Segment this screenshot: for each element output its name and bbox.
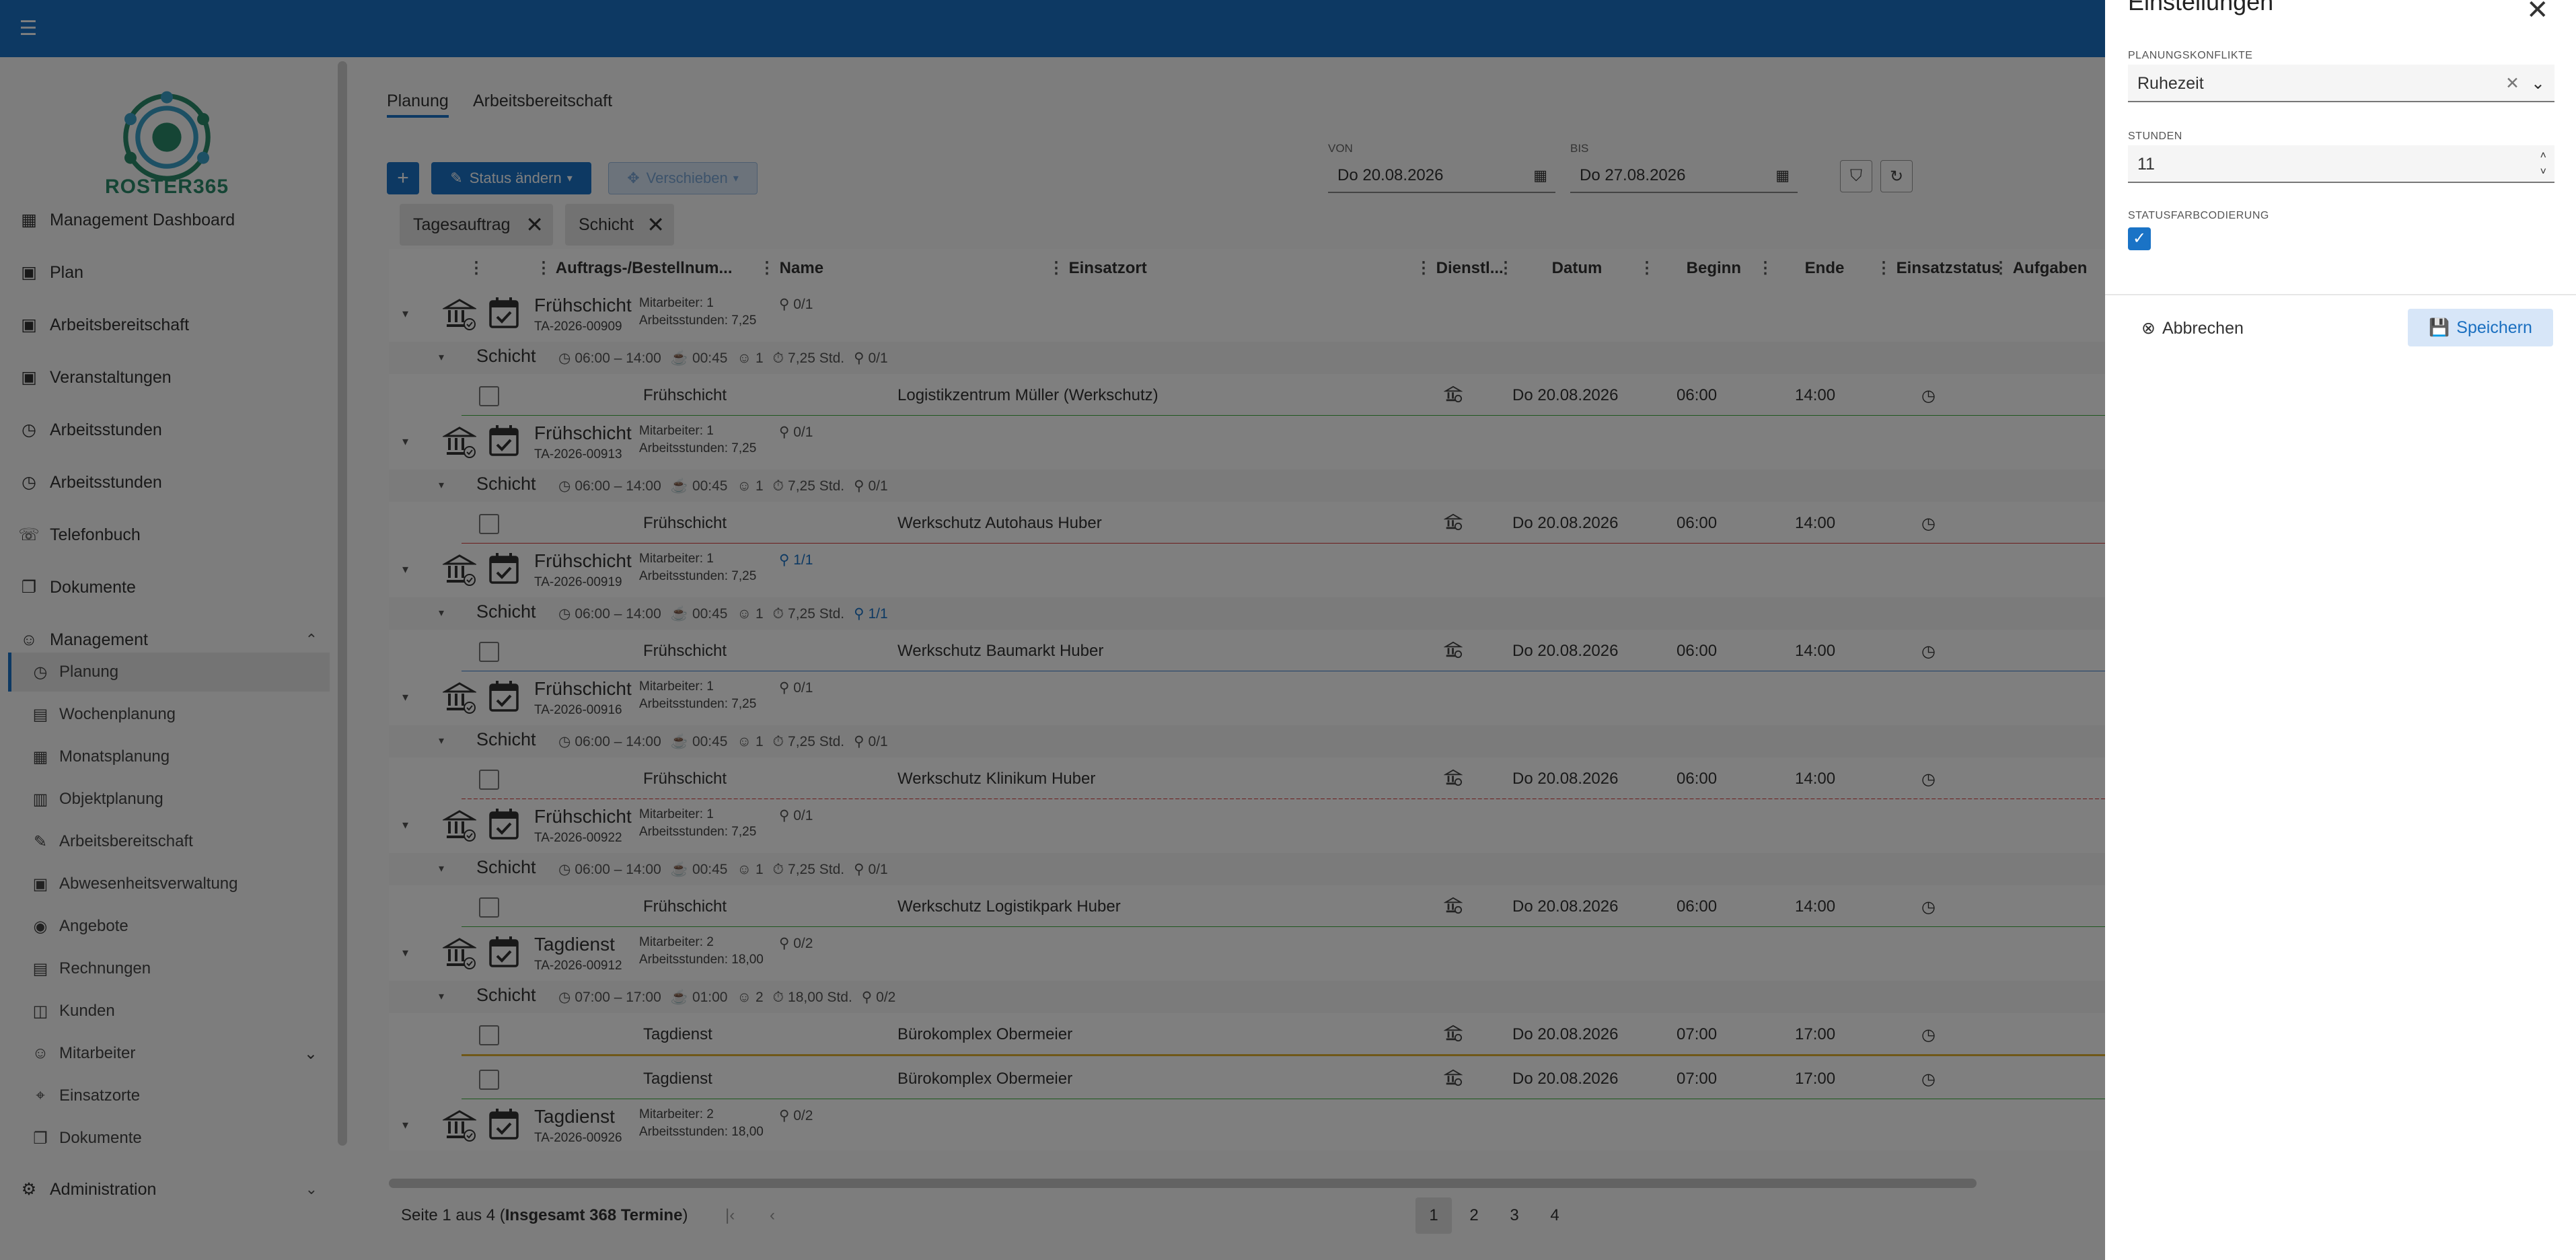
settings-panel: Einstellungen ✕ PLANUNGSKONFLIKTE Ruheze… <box>2105 0 2576 1260</box>
conflict-select[interactable]: Ruhezeit ✕ ⌄ <box>2128 65 2554 102</box>
color-coding-label: STATUSFARBCODIERUNG <box>2128 210 2269 221</box>
decrement-icon[interactable]: ˅ <box>2540 166 2546 178</box>
increment-icon[interactable]: ˄ <box>2540 150 2546 161</box>
modal-backdrop[interactable] <box>0 0 2105 1260</box>
cancel-icon: ⊗ <box>2141 319 2156 338</box>
save-icon: 💾 <box>2429 318 2450 337</box>
hours-label: STUNDEN <box>2128 131 2182 142</box>
conflict-value: Ruhezeit <box>2137 74 2204 93</box>
close-icon[interactable]: ✕ <box>2526 0 2549 25</box>
hours-value: 11 <box>2137 155 2155 174</box>
save-button[interactable]: 💾 Speichern <box>2408 309 2553 346</box>
cancel-button[interactable]: ⊗ Abbrechen <box>2141 311 2244 346</box>
chevron-down-icon[interactable]: ⌄ <box>2531 74 2545 93</box>
divider <box>2105 294 2576 295</box>
save-label: Speichern <box>2456 318 2532 337</box>
conflict-label: PLANUNGSKONFLIKTE <box>2128 50 2253 61</box>
cancel-label: Abbrechen <box>2162 318 2244 338</box>
panel-title: Einstellungen <box>2128 0 2274 15</box>
color-coding-checkbox[interactable]: ✓ <box>2128 227 2151 250</box>
clear-icon[interactable]: ✕ <box>2505 74 2519 93</box>
hours-input[interactable]: 11 ˄ ˅ <box>2128 145 2554 183</box>
